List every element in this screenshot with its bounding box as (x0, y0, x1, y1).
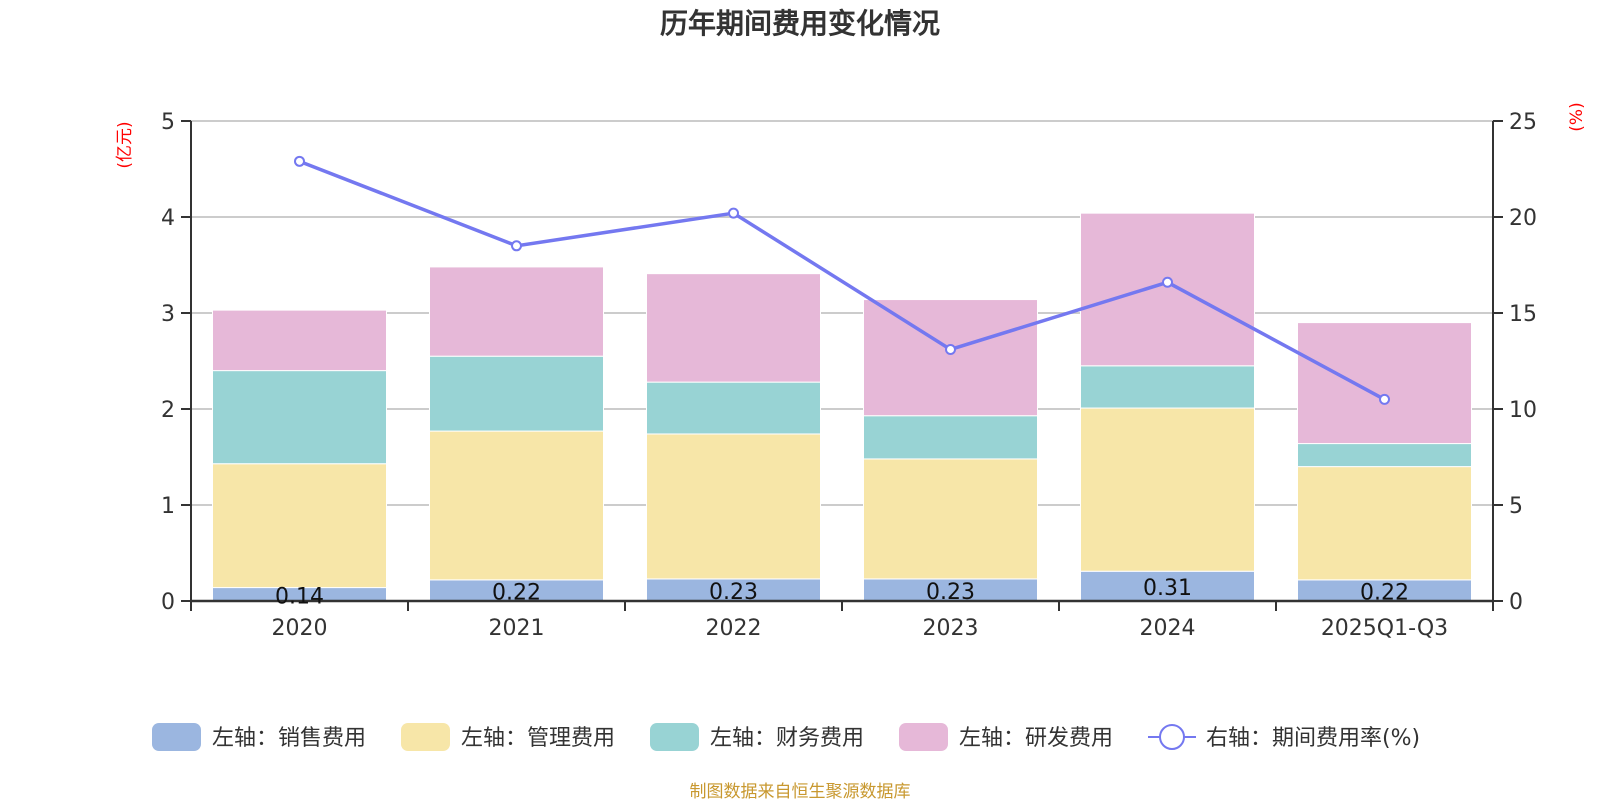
x-axis-tick-label: 2023 (923, 616, 979, 641)
bar-segment (429, 430, 604, 581)
bar-segment (863, 299, 1038, 417)
bar-segment (212, 463, 387, 589)
bar-data-label: 0.31 (1143, 576, 1192, 601)
legend-label: 左轴：财务费用 (710, 726, 864, 751)
legend-item[interactable]: 左轴：管理费用 (401, 723, 615, 751)
bar-segment (1297, 466, 1472, 581)
left-axis-tick-label: 0 (161, 590, 175, 615)
legend-swatch (152, 723, 201, 751)
right-axis-unit: (%) (1567, 102, 1587, 131)
grid-lines (191, 120, 1493, 506)
legend-item[interactable]: 右轴：期间费用率(%) (1148, 724, 1420, 751)
right-axis-tick-label: 20 (1509, 206, 1537, 231)
legend-item[interactable]: 左轴：财务费用 (650, 723, 864, 751)
rate-point (1162, 276, 1173, 288)
legend-label: 左轴：管理费用 (461, 726, 615, 751)
bar-series (212, 212, 1472, 602)
legend-swatch (650, 723, 699, 751)
bar-data-label: 0.22 (1360, 580, 1409, 605)
legend-marker-icon (1159, 724, 1185, 750)
line-series (294, 155, 1390, 405)
bar-segment (1080, 407, 1255, 572)
bar-segment (863, 458, 1038, 580)
bar-segment (1080, 212, 1255, 367)
right-axis-tick-label: 10 (1509, 398, 1537, 423)
source-note: 制图数据来自恒生聚源数据库 (690, 782, 911, 800)
bar-segment (646, 433, 821, 580)
legend-item[interactable]: 左轴：研发费用 (899, 723, 1113, 751)
rate-line (298, 159, 1386, 401)
right-axis-tick-label: 15 (1509, 302, 1537, 327)
left-axis-tick-label: 2 (161, 398, 175, 423)
bar-data-label: 0.23 (926, 580, 975, 605)
legend-swatch (401, 723, 450, 751)
bar-segment (212, 309, 387, 372)
bar-segment (863, 415, 1038, 460)
x-axis-tick-label: 2021 (489, 616, 545, 641)
bar-data-label: 0.14 (275, 584, 324, 609)
chart-title: 历年期间费用变化情况 (660, 7, 940, 40)
data-labels: 0.14 0.22 0.23 0.23 0.31 0.22 (275, 576, 1409, 609)
bar-segment (212, 370, 387, 465)
left-axis-tick-label: 4 (161, 206, 175, 231)
rate-point (1379, 393, 1390, 405)
bar-segment (429, 266, 604, 357)
x-axis-tick-label: 2024 (1140, 616, 1196, 641)
left-axis-tick-label: 1 (161, 494, 175, 519)
bar-segment (429, 355, 604, 432)
left-axis-unit: (亿元) (115, 121, 135, 168)
x-axis-tick-label: 2022 (706, 616, 762, 641)
bar-segment (1080, 570, 1255, 602)
legend-label: 右轴：期间费用率(%) (1206, 726, 1420, 751)
legend-label: 左轴：销售费用 (212, 726, 366, 751)
legend: 左轴：销售费用 左轴：管理费用 左轴：财务费用 左轴：研发费用 右轴：期间费用率(%) (152, 723, 1420, 751)
bar-segment (646, 273, 821, 383)
rate-point (511, 240, 522, 252)
legend-label: 左轴：研发费用 (959, 726, 1113, 751)
left-axis-tick-label: 5 (161, 110, 175, 135)
rate-point (945, 343, 956, 355)
bar-data-label: 0.22 (492, 580, 541, 605)
bar-segment (1297, 443, 1472, 468)
legend-swatch (899, 723, 948, 751)
bar-segment (1297, 322, 1472, 445)
rate-point (294, 155, 305, 167)
bar-segment (1080, 365, 1255, 409)
x-axis-tick-label: 2025Q1-Q3 (1321, 616, 1448, 641)
right-axis-tick-label: 25 (1509, 110, 1537, 135)
bar-segment (646, 381, 821, 435)
rate-point (728, 207, 739, 219)
right-axis-tick-label: 0 (1509, 590, 1523, 615)
bar-data-label: 0.23 (709, 580, 758, 605)
x-axis-tick-label: 2020 (272, 616, 328, 641)
right-axis-tick-label: 5 (1509, 494, 1523, 519)
axes: 0 1 2 3 4 5 0 5 10 15 20 25 2020 2021 2022 2023 2024 2025… (161, 110, 1537, 641)
left-axis-tick-label: 3 (161, 302, 175, 327)
legend-item[interactable]: 左轴：销售费用 (152, 723, 366, 751)
